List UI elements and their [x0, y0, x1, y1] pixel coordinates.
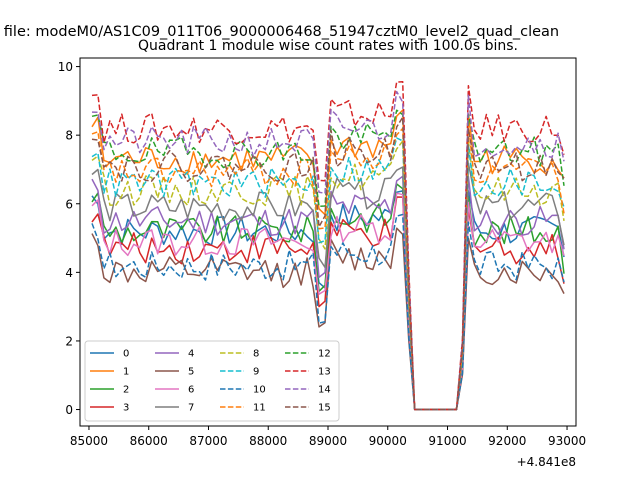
x-tick-label: 91000: [428, 434, 466, 448]
y-tick-label: 0: [65, 403, 73, 417]
legend-label-9: 9: [253, 367, 259, 378]
series-line-13: [91, 81, 565, 411]
x-axis: 85000 86000 87000 88000 89000 90000 91000 92000…: [70, 426, 586, 448]
x-tick-label: 86000: [130, 434, 168, 448]
series-line-5: [91, 227, 565, 411]
y-tick-label: 4: [65, 266, 73, 280]
legend-label-7: 7: [188, 403, 194, 414]
y-tick-label: 10: [58, 60, 73, 74]
x-tick-label: 89000: [309, 434, 347, 448]
series-line-10: [91, 213, 565, 411]
legend-label-6: 6: [188, 385, 194, 396]
x-tick-label: 93000: [548, 434, 586, 448]
x-tick-label: 87000: [189, 434, 227, 448]
series-line-11: [91, 123, 565, 411]
y-tick-label: 2: [65, 334, 73, 348]
chart-title: Quadrant 1 module wise count rates with …: [138, 38, 518, 54]
figure-suptitle: n file: modeM0/AS1C09_011T06_9000006468_…: [0, 24, 559, 40]
legend-label-0: 0: [123, 349, 129, 360]
series-line-6: [91, 192, 565, 411]
legend-frame: [84, 340, 340, 422]
legend-label-2: 2: [123, 385, 129, 396]
x-tick-label: 90000: [369, 434, 407, 448]
legend-label-13: 13: [318, 367, 331, 378]
x-offset-text: +4.841e8: [517, 455, 576, 469]
legend-label-10: 10: [253, 385, 266, 396]
series-line-14: [91, 90, 565, 411]
y-axis: 0 2 4 6 8 10: [58, 60, 80, 417]
series-line-8: [91, 140, 565, 411]
legend-label-11: 11: [253, 403, 266, 414]
x-tick-label: 85000: [70, 434, 108, 448]
y-tick-label: 8: [65, 129, 73, 143]
legend-label-4: 4: [188, 349, 194, 360]
series-line-9: [91, 137, 565, 411]
legend-label-8: 8: [253, 349, 259, 360]
legend-label-1: 1: [123, 367, 129, 378]
legend-label-14: 14: [318, 385, 331, 396]
legend-label-3: 3: [123, 403, 129, 414]
x-tick-label: 88000: [249, 434, 287, 448]
plot-area: [79, 57, 577, 427]
legend-label-5: 5: [188, 367, 194, 378]
legend-label-12: 12: [318, 349, 331, 360]
series-lines: [91, 81, 565, 411]
series-line-12: [91, 109, 565, 411]
y-tick-label: 6: [65, 197, 73, 211]
legend-label-15: 15: [318, 403, 331, 414]
x-tick-label: 92000: [488, 434, 526, 448]
